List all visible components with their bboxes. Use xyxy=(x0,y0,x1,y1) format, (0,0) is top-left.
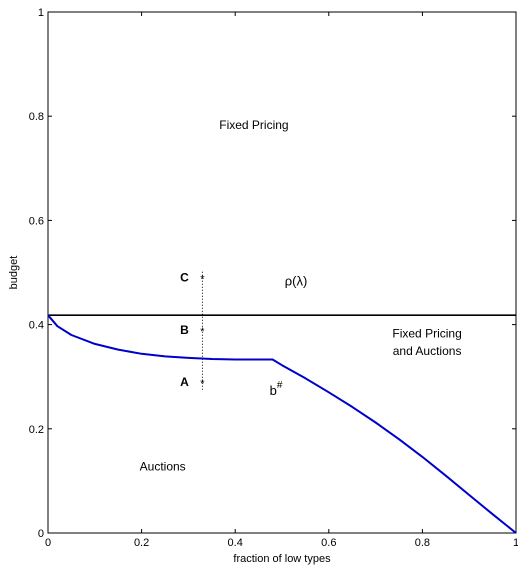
y-tick-label: 0.2 xyxy=(29,424,44,436)
annotation-layer: Fixed Pricing Fixed Pricing and Auctions Au… xyxy=(140,118,462,473)
marker-star-c: * xyxy=(200,274,205,286)
x-tick-label: 0.4 xyxy=(228,537,243,549)
x-tick-label: 0 xyxy=(45,537,51,549)
marker-label-a: A xyxy=(180,375,189,389)
marker-label-b: B xyxy=(180,323,189,337)
y-tick-label: 0.8 xyxy=(29,111,44,123)
b-sharp-base: b xyxy=(270,383,277,398)
annotation-3: Auctions xyxy=(140,459,186,473)
b-sharp-sup: # xyxy=(277,380,283,391)
marker-star-a: * xyxy=(200,378,205,390)
annotation-2: and Auctions xyxy=(393,344,462,358)
y-tick-label: 1 xyxy=(38,7,44,19)
y-axis-title: budget xyxy=(8,256,20,290)
y-tick-label: 0.6 xyxy=(29,215,44,227)
b-sharp-curve xyxy=(47,314,517,534)
marker-layer: * A * B * C xyxy=(180,269,205,390)
x-tick-label: 0.6 xyxy=(321,537,336,549)
x-tick-label: 0.2 xyxy=(134,537,149,549)
x-axis-title: fraction of low types xyxy=(233,553,331,565)
b-sharp-label: b# xyxy=(270,380,283,398)
plot-area xyxy=(47,11,517,534)
y-tick-label: 0.4 xyxy=(29,320,44,332)
marker-star-b: * xyxy=(200,326,205,338)
annotation-4: ρ(λ) xyxy=(285,274,308,289)
x-tick-label: 0.8 xyxy=(415,537,430,549)
y-tick-label: 0 xyxy=(38,528,44,540)
x-tick-label: 1 xyxy=(513,537,518,549)
axis-tick-labels: 0 0.2 0.4 0.6 0.8 1 0 0.2 0.4 0.6 0.8 1 xyxy=(29,7,518,549)
marker-label-c: C xyxy=(180,271,189,285)
annotation-0: Fixed Pricing xyxy=(219,118,288,132)
series-layer xyxy=(47,314,517,534)
annotation-1: Fixed Pricing xyxy=(392,327,461,341)
